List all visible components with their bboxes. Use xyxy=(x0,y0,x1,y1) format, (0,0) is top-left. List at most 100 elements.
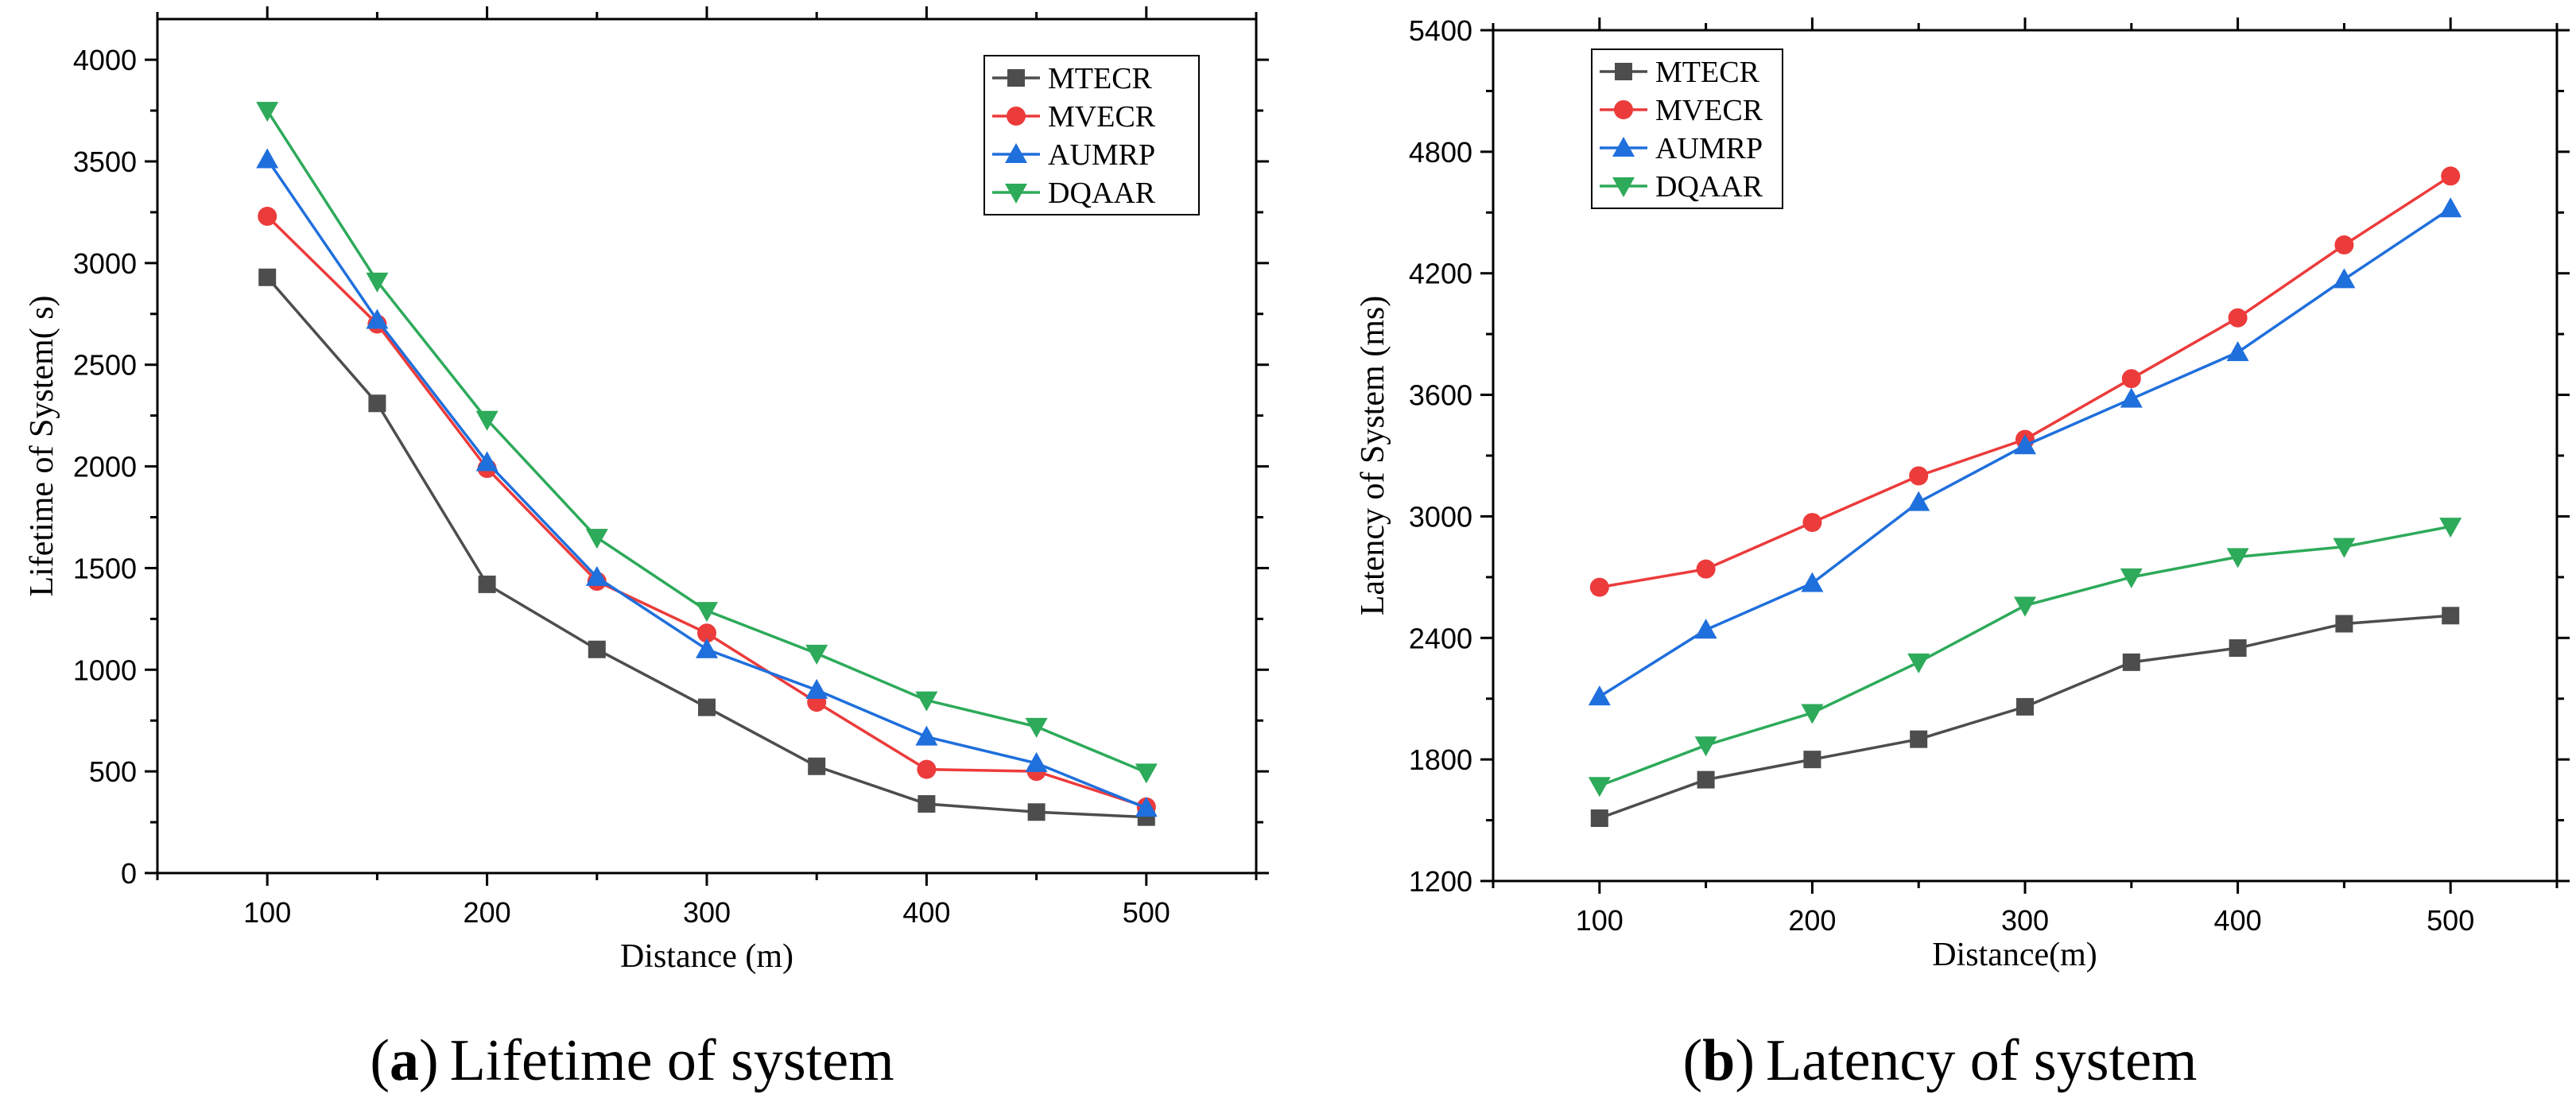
data-point-dqaar xyxy=(366,272,389,293)
data-point-aumrp xyxy=(2014,434,2036,455)
data-point-dqaar xyxy=(696,602,718,623)
data-point-dqaar xyxy=(475,410,499,431)
data-point-mtecr xyxy=(368,394,386,413)
data-point-aumrp xyxy=(1588,685,1611,706)
y-tick-label: 4000 xyxy=(73,44,137,76)
x-tick-label: 400 xyxy=(902,896,950,929)
legend-marker-dqaar xyxy=(1612,177,1635,197)
data-point-dqaar xyxy=(2014,596,2036,617)
data-point-mvecr xyxy=(697,623,716,643)
y-tick-label: 500 xyxy=(89,755,137,788)
data-point-mtecr xyxy=(808,757,826,775)
data-point-aumrp xyxy=(805,678,828,699)
caption-a-paren-open: ( xyxy=(370,1028,390,1093)
series-line-mtecr xyxy=(266,276,1146,819)
data-point-mvecr xyxy=(1589,577,1609,597)
y-tick-label: 5400 xyxy=(1409,14,1472,47)
data-point-aumrp xyxy=(2226,341,2249,362)
data-point-dqaar xyxy=(2333,538,2356,558)
data-point-dqaar xyxy=(1135,763,1158,784)
chart-latency: 100 200 300 400 500 1200 1800 2400 3000 3600 4200 4… xyxy=(1355,14,2570,1093)
caption-b-paren-open: ( xyxy=(1683,1028,1703,1093)
data-point-mtecr xyxy=(1910,730,1928,748)
data-point-aumrp xyxy=(2333,268,2356,289)
data-point-aumrp xyxy=(915,725,938,746)
series-line-mvecr xyxy=(1599,174,2452,589)
data-point-mvecr xyxy=(2441,166,2461,186)
caption-b-text: Latency of system xyxy=(1766,1028,2198,1093)
data-point-mtecr xyxy=(2016,697,2034,716)
data-point-mvecr xyxy=(1802,513,1822,533)
data-point-mtecr xyxy=(1697,770,1715,789)
caption-b-label: b xyxy=(1702,1028,1735,1093)
data-point-aumrp xyxy=(585,565,608,586)
data-point-dqaar xyxy=(1907,653,1930,673)
data-point-aumrp xyxy=(2439,197,2462,218)
x-axis-title: Distance(m) xyxy=(1932,937,2097,973)
y-tick-label: 1000 xyxy=(73,654,137,686)
data-point-mvecr xyxy=(917,759,937,779)
data-point-aumrp xyxy=(1135,797,1158,817)
data-point-mtecr xyxy=(1803,751,1821,769)
data-point-aumrp xyxy=(366,309,389,329)
data-point-dqaar xyxy=(256,102,279,122)
data-point-aumrp xyxy=(1694,619,1717,639)
data-point-dqaar xyxy=(2120,568,2143,588)
data-point-mtecr xyxy=(698,698,716,716)
x-tick-label: 100 xyxy=(1576,904,1624,937)
data-point-mtecr xyxy=(258,268,277,286)
data-point-dqaar xyxy=(1694,736,1717,757)
x-tick-label: 400 xyxy=(2214,904,2262,937)
axis-ticks: 100 200 300 400 500 1200 1800 2400 3000 3600 4200 4… xyxy=(1409,14,2570,937)
y-tick-label: 3500 xyxy=(73,146,137,178)
y-tick-label: 1200 xyxy=(1409,865,1472,898)
data-point-aumrp xyxy=(696,638,718,658)
legend-label-mvecr: MVECR xyxy=(1655,94,1763,127)
y-tick-label: 2000 xyxy=(73,451,137,483)
data-point-mvecr xyxy=(1909,466,1929,486)
data-point-dqaar xyxy=(585,529,608,549)
legend-label-aumrp: AUMRP xyxy=(1655,132,1763,165)
y-axis-title: Latency of System (ms) xyxy=(1355,296,1391,615)
x-tick-label: 500 xyxy=(1123,896,1170,929)
legend-marker-mtecr xyxy=(1007,69,1025,87)
data-point-mtecr xyxy=(588,640,606,658)
series-line-dqaar xyxy=(1599,525,2451,787)
y-tick-label: 1800 xyxy=(1409,743,1472,776)
series-layer xyxy=(256,102,1158,826)
y-tick-label: 2500 xyxy=(73,349,137,382)
legend-label-mtecr: MTECR xyxy=(1655,56,1760,89)
caption-a-text: Lifetime of system xyxy=(450,1028,894,1093)
y-tick-label: 1500 xyxy=(73,552,137,584)
legend-marker-mvecr xyxy=(1007,107,1026,126)
legend-label-dqaar: DQAAR xyxy=(1048,177,1156,210)
data-point-aumrp xyxy=(1907,491,1930,511)
caption-b-paren-close: ) xyxy=(1735,1028,1755,1093)
data-point-dqaar xyxy=(2439,518,2462,538)
data-point-dqaar xyxy=(2226,548,2249,569)
y-tick-label: 2400 xyxy=(1409,622,1472,654)
legend-marker-mtecr xyxy=(1615,63,1632,80)
legend-marker-dqaar xyxy=(1005,184,1027,204)
chart-lifetime: 100 200 300 400 500 0 500 1000 1500 2000 2500 3000 3… xyxy=(24,6,1269,1093)
caption-a-paren-close: ) xyxy=(419,1028,439,1093)
data-point-aumrp xyxy=(475,451,499,472)
data-point-dqaar xyxy=(1801,704,1824,724)
x-tick-label: 300 xyxy=(2001,904,2049,937)
series-line-mtecr xyxy=(1599,614,2451,820)
data-point-mtecr xyxy=(1027,803,1046,821)
data-point-mtecr xyxy=(2335,615,2353,633)
data-point-mtecr xyxy=(1590,809,1608,828)
axis-ticks: 100 200 300 400 500 0 500 1000 1500 2000 2500 3000 3… xyxy=(73,6,1269,929)
data-point-mtecr xyxy=(2442,607,2460,625)
data-point-aumrp xyxy=(2120,387,2143,408)
legend-marker-aumrp xyxy=(1005,143,1027,163)
x-tick-label: 200 xyxy=(1788,904,1836,937)
caption-b: (b) Latency of system xyxy=(1683,1028,2198,1093)
data-point-mvecr xyxy=(258,207,277,227)
data-point-aumrp xyxy=(1801,572,1824,592)
data-point-mvecr xyxy=(2228,308,2248,328)
data-point-mtecr xyxy=(478,575,496,593)
data-point-mvecr xyxy=(1696,559,1716,579)
